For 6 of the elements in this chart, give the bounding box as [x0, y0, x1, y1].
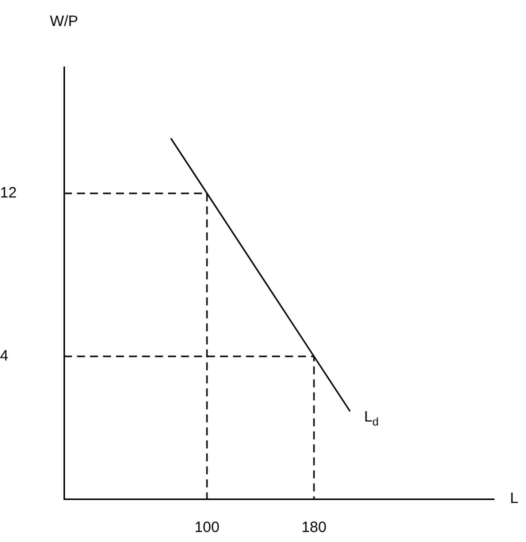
x-axis-title: L — [510, 490, 518, 508]
y-tick-label: 4 — [0, 348, 8, 364]
x-tick-label: 100 — [194, 519, 220, 536]
y-tick-label: 12 — [0, 184, 17, 202]
x-tick-label: 180 — [301, 519, 326, 536]
y-axis-title: W/P — [50, 13, 78, 30]
